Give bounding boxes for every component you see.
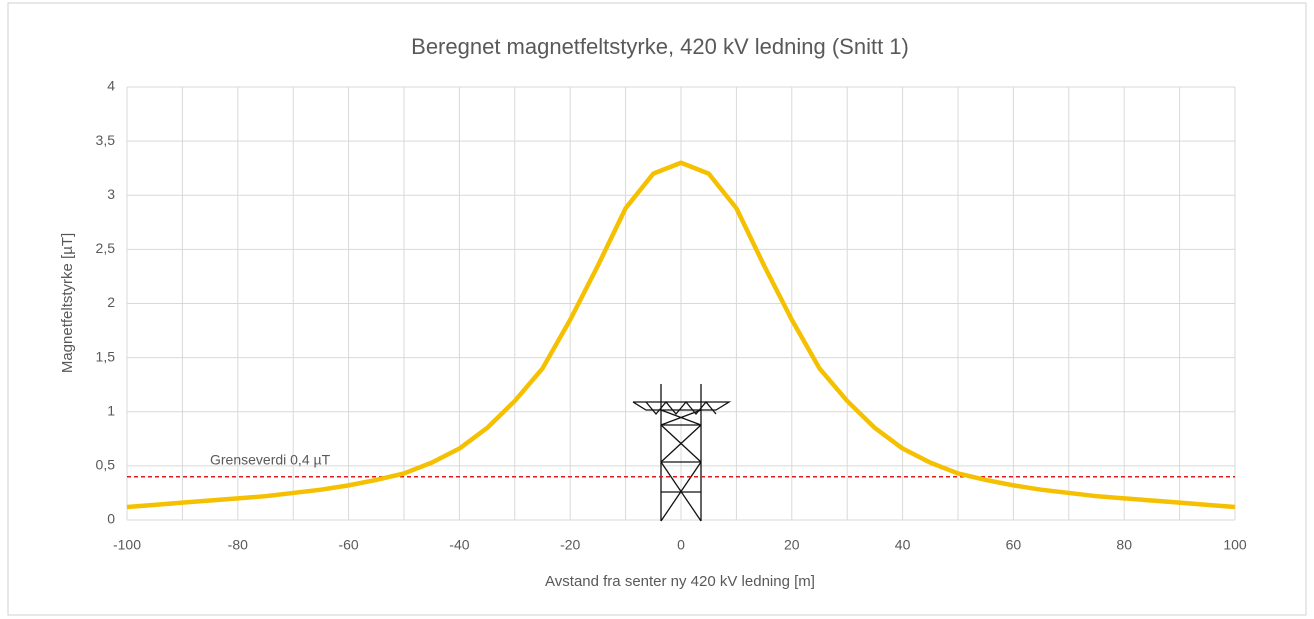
y-tick-label: 1 — [107, 402, 115, 418]
x-tick-label: -80 — [228, 537, 248, 553]
x-tick-label: -100 — [113, 537, 141, 553]
threshold-label: Grenseverdi 0,4 µT — [210, 451, 331, 467]
x-axis-label: Avstand fra senter ny 420 kV ledning [m] — [545, 573, 815, 590]
y-axis-label: Magnetfeltstyrke [µT] — [59, 233, 76, 373]
data-line — [126, 160, 1236, 510]
x-tick-label: -40 — [449, 537, 469, 553]
x-tick-label: 100 — [1223, 537, 1247, 553]
y-tick-label: 0,5 — [96, 457, 116, 473]
chart-border — [7, 2, 1307, 616]
grid — [126, 86, 1236, 521]
x-tick-label: -60 — [338, 537, 358, 553]
y-tick-label: 2,5 — [96, 240, 116, 256]
tower-icon — [632, 384, 732, 522]
x-tick-label: 40 — [895, 537, 911, 553]
x-tick-label: 20 — [784, 537, 800, 553]
y-tick-label: 2 — [107, 294, 115, 310]
x-tick-label: 0 — [677, 537, 685, 553]
x-tick-label: -20 — [560, 537, 580, 553]
y-tick-label: 1,5 — [96, 348, 116, 364]
y-tick-label: 4 — [107, 78, 115, 94]
y-tick-label: 3 — [107, 186, 115, 202]
chart-title: Beregnet magnetfeltstyrke, 420 kV lednin… — [411, 34, 909, 59]
y-tick-label: 3,5 — [96, 132, 116, 148]
y-tick-label: 0 — [107, 511, 115, 527]
x-tick-label: 80 — [1116, 537, 1132, 553]
x-tick-label: 60 — [1006, 537, 1022, 553]
